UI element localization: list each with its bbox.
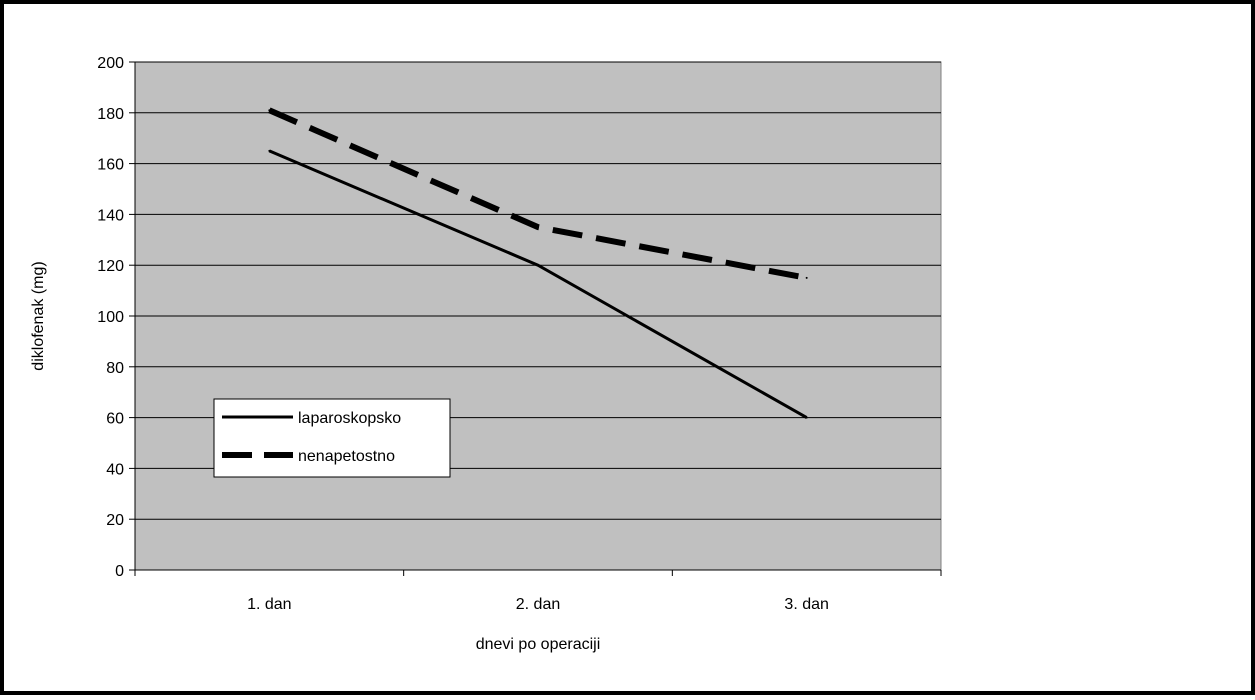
y-tick-label: 60 [106,411,124,428]
x-tick-label: 1. dan [247,596,291,613]
y-tick-label: 180 [97,106,124,123]
legend-label-nenapetostno: nenapetostno [298,448,395,465]
legend-box [213,398,451,478]
y-tick-label: 80 [106,360,124,377]
legend-label-laparoskopsko: laparoskopsko [298,410,401,427]
data-point [537,264,539,267]
y-tick-label: 160 [97,157,124,174]
y-tick-label: 40 [106,461,124,478]
x-tick-label: 2. dan [516,596,560,613]
data-point [805,276,808,279]
y-tick-label: 20 [106,512,124,529]
data-point [268,109,271,112]
x-axis-title: dnevi po operaciji [476,636,601,653]
y-tick-label: 100 [97,309,124,326]
axes: 0 20 40 60 80 100 120 140 160 180 200 1. dan 2. dan 3… [97,55,942,613]
data-point [537,226,539,229]
gridlines [135,61,941,520]
y-tick-label: 140 [97,207,124,224]
y-tick-label: 200 [97,55,124,72]
y-tick-label: 120 [97,258,124,275]
data-point [805,416,808,419]
y-axis-title: diklofenak (mg) [30,261,47,370]
y-tick-label: 0 [115,563,124,580]
series-lines [268,107,808,419]
data-point [268,149,271,152]
x-tick-label: 3. dan [784,596,828,613]
legend: laparoskopsko nenapetostno [213,398,451,478]
